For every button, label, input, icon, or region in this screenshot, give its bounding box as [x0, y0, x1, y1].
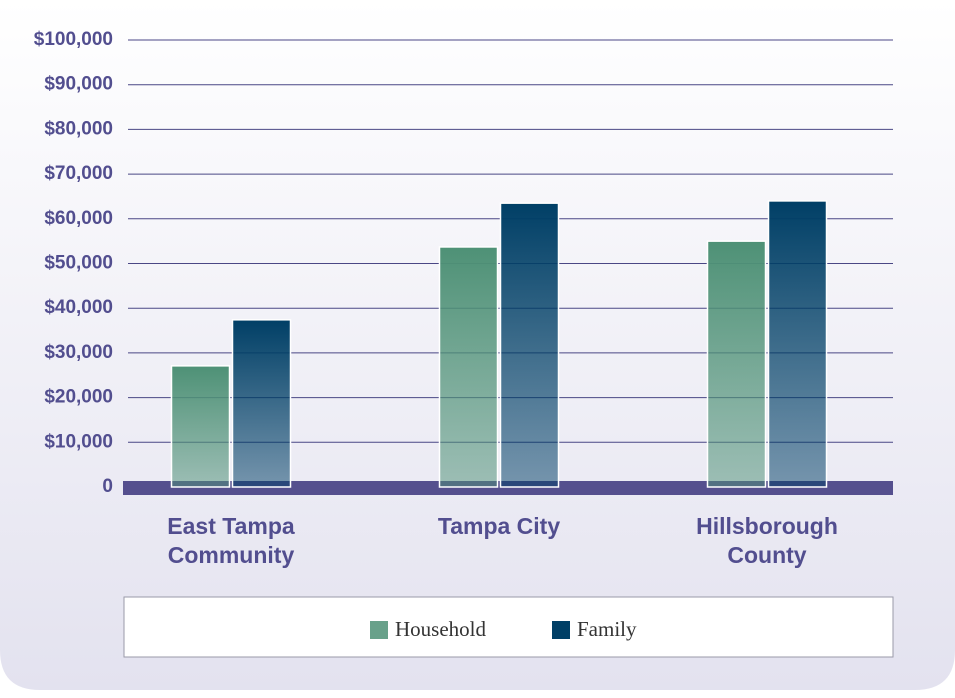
y-tick-label: $10,000 [44, 431, 113, 452]
bar [499, 202, 560, 488]
legend-label: Household [395, 617, 486, 641]
y-tick-label: $80,000 [44, 118, 113, 139]
legend-swatch [370, 621, 388, 639]
bar [231, 319, 292, 488]
legend-swatch [552, 621, 570, 639]
bar [767, 200, 828, 488]
x-tick-label: Hillsborough County [696, 513, 838, 568]
x-tick-label: East Tampa Community [167, 513, 295, 568]
bar [706, 240, 767, 488]
legend-box [123, 596, 894, 658]
y-tick-label: $90,000 [44, 74, 113, 95]
y-tick-label: $30,000 [44, 342, 113, 363]
legend-label: Family [577, 617, 637, 641]
baseline [123, 481, 893, 495]
bar [438, 246, 499, 488]
y-tick-label: $60,000 [44, 208, 113, 229]
y-tick-label: $100,000 [34, 29, 113, 50]
x-tick-label: Tampa City [437, 513, 561, 539]
bar [170, 365, 231, 488]
y-tick-label: 0 [102, 476, 113, 497]
y-tick-label: $50,000 [44, 253, 113, 274]
y-tick-label: $40,000 [44, 297, 113, 318]
y-tick-label: $20,000 [44, 387, 113, 408]
y-tick-label: $70,000 [44, 163, 113, 184]
